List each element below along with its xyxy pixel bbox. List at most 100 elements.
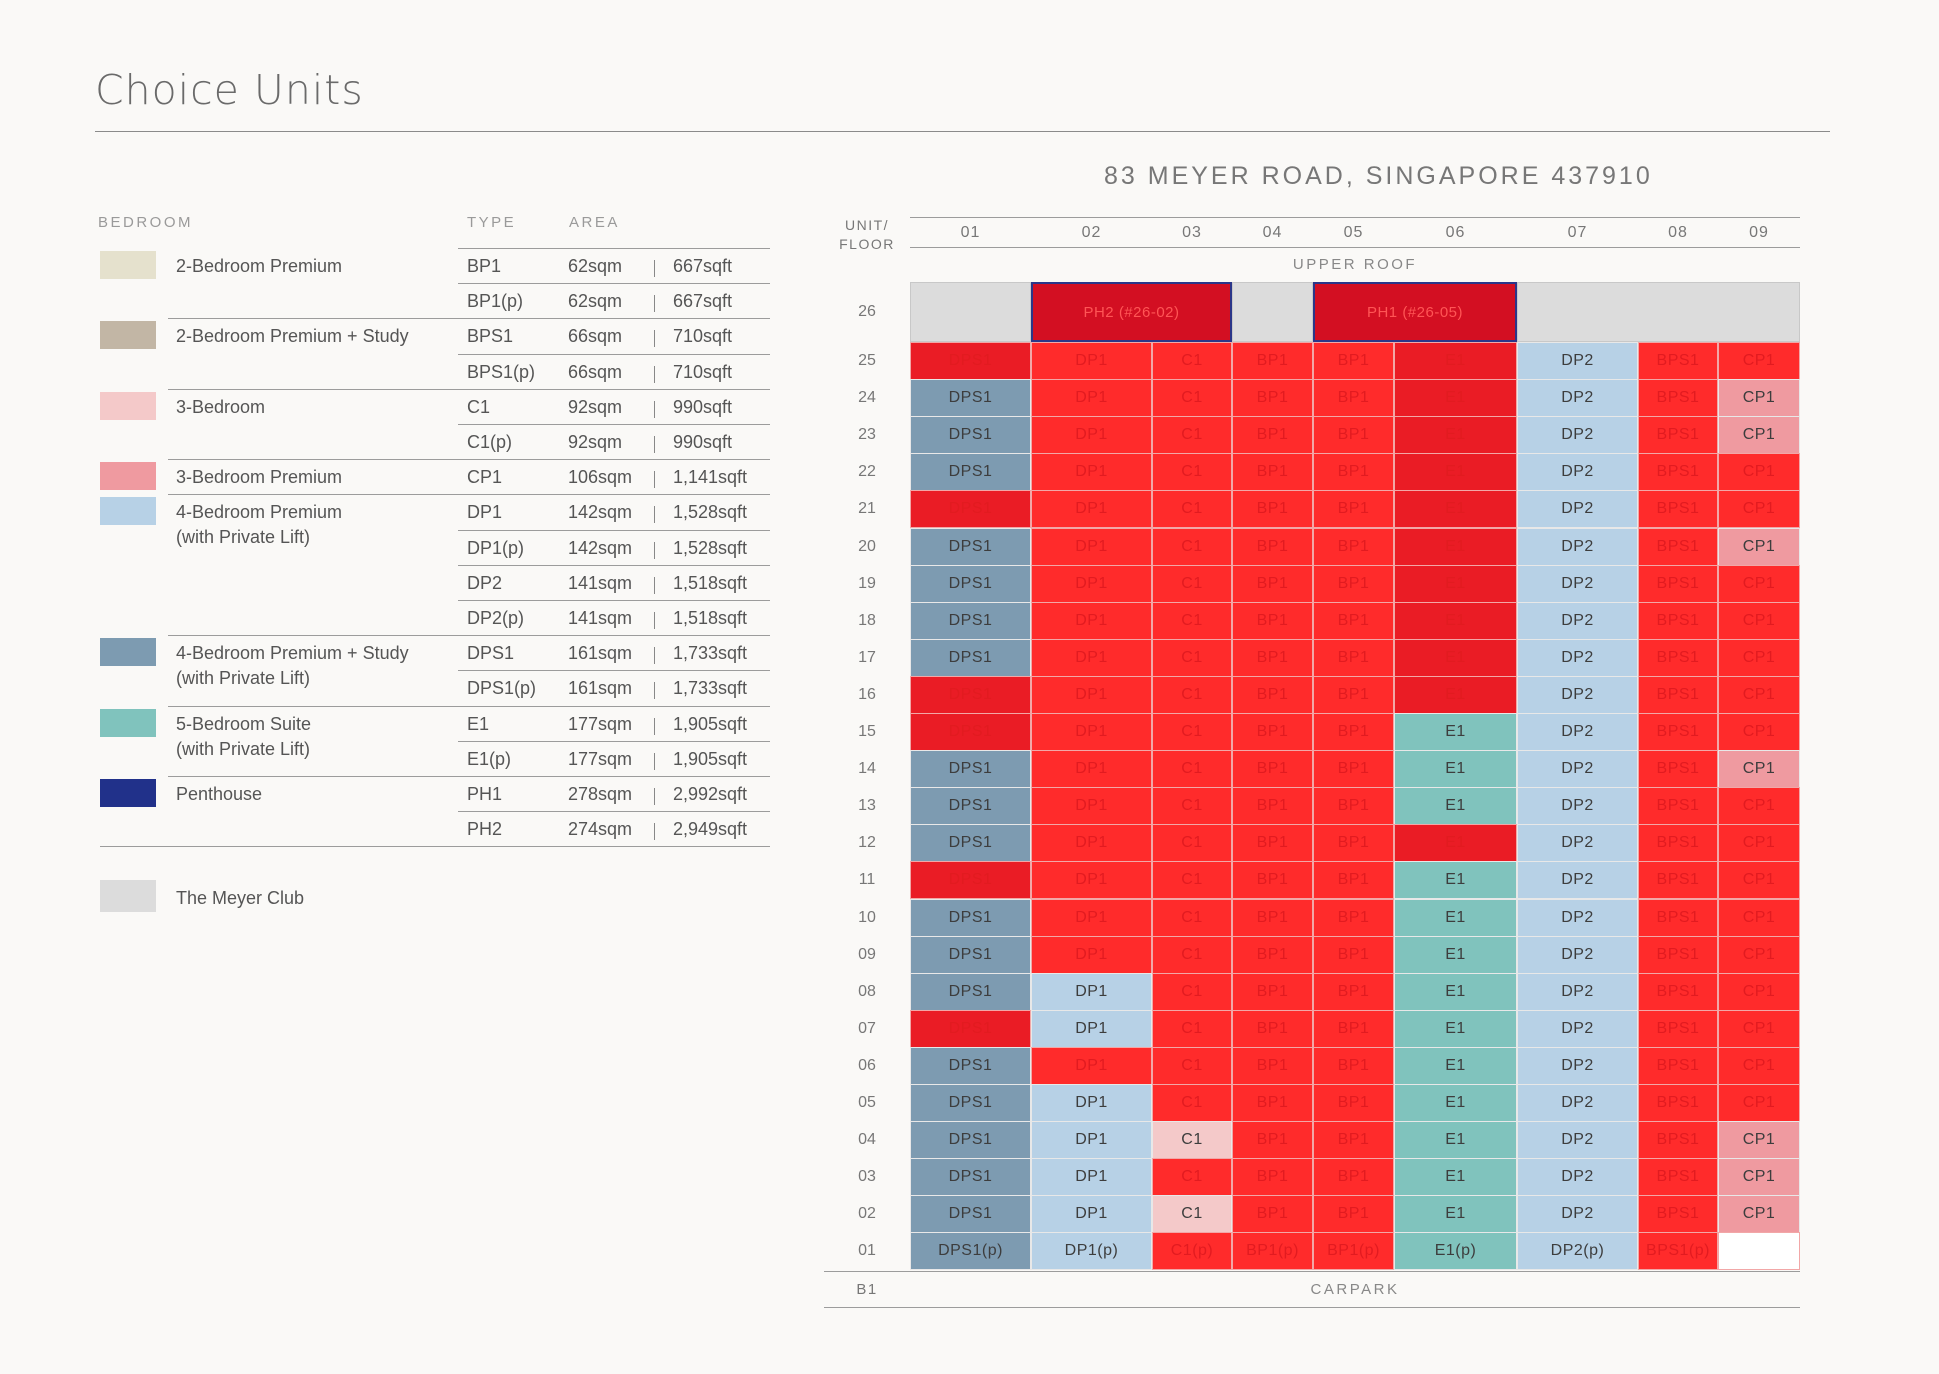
unit-cell[interactable]: BP1 — [1313, 564, 1394, 603]
unit-cell[interactable]: DPS1 — [910, 787, 1031, 826]
unit-cell[interactable]: DPS1(p) — [910, 1232, 1031, 1271]
unit-cell[interactable]: C1 — [1152, 898, 1232, 937]
unit-cell[interactable]: DP1 — [1031, 564, 1152, 603]
unit-cell[interactable]: C1 — [1152, 1009, 1232, 1048]
unit-cell[interactable]: BP1 — [1232, 1084, 1313, 1123]
unit-cell[interactable]: DP1 — [1031, 898, 1152, 937]
unit-cell[interactable]: E1 — [1394, 342, 1517, 381]
unit-cell[interactable]: DPS1 — [910, 1158, 1031, 1197]
unit-cell[interactable]: BP1 — [1313, 416, 1394, 455]
unit-cell[interactable]: CP1 — [1718, 342, 1800, 381]
unit-cell[interactable]: DP2 — [1517, 1046, 1638, 1085]
unit-cell[interactable]: E1 — [1394, 601, 1517, 640]
unit-cell[interactable]: C1 — [1152, 527, 1232, 566]
unit-cell[interactable]: BP1 — [1313, 1046, 1394, 1085]
unit-cell[interactable]: CP1 — [1718, 490, 1800, 529]
unit-cell[interactable]: BPS1 — [1638, 787, 1718, 826]
unit-cell[interactable]: BP1 — [1232, 824, 1313, 863]
unit-cell[interactable]: CP1 — [1718, 564, 1800, 603]
unit-cell[interactable]: DP1 — [1031, 861, 1152, 900]
unit-cell[interactable]: CP1 — [1718, 527, 1800, 566]
unit-cell[interactable]: DPS1 — [910, 861, 1031, 900]
unit-cell[interactable]: BPS1 — [1638, 1084, 1718, 1123]
unit-cell[interactable]: DP2 — [1517, 1084, 1638, 1123]
unit-cell[interactable]: DP1 — [1031, 416, 1152, 455]
unit-cell[interactable]: DP1 — [1031, 972, 1152, 1011]
unit-cell[interactable]: BP1 — [1232, 379, 1313, 418]
unit-cell[interactable]: CP1 — [1718, 453, 1800, 492]
unit-cell[interactable]: E1 — [1394, 972, 1517, 1011]
unit-cell[interactable]: DP2 — [1517, 935, 1638, 974]
unit-cell[interactable]: BP1 — [1313, 824, 1394, 863]
unit-cell[interactable]: BP1 — [1313, 861, 1394, 900]
unit-cell[interactable]: BPS1 — [1638, 1046, 1718, 1085]
unit-cell[interactable]: BP1 — [1232, 342, 1313, 381]
unit-cell[interactable]: DPS1 — [910, 601, 1031, 640]
unit-cell[interactable]: C1 — [1152, 416, 1232, 455]
unit-cell[interactable]: BPS1 — [1638, 972, 1718, 1011]
unit-cell[interactable]: C1 — [1152, 787, 1232, 826]
unit-cell[interactable]: C1 — [1152, 675, 1232, 714]
unit-cell[interactable]: BPS1 — [1638, 1009, 1718, 1048]
unit-cell[interactable]: BP1(p) — [1313, 1232, 1394, 1271]
unit-cell[interactable]: BP1 — [1313, 453, 1394, 492]
unit-cell[interactable]: DP1 — [1031, 675, 1152, 714]
unit-cell[interactable]: DP1 — [1031, 1158, 1152, 1197]
unit-cell[interactable]: DP1 — [1031, 713, 1152, 752]
unit-cell[interactable]: BP1 — [1232, 453, 1313, 492]
unit-cell[interactable]: DP1 — [1031, 601, 1152, 640]
unit-cell[interactable]: DPS1 — [910, 564, 1031, 603]
unit-cell[interactable]: CP1 — [1718, 675, 1800, 714]
unit-cell[interactable]: BP1 — [1232, 750, 1313, 789]
unit-cell[interactable]: DPS1 — [910, 416, 1031, 455]
unit-cell[interactable]: C1 — [1152, 1084, 1232, 1123]
unit-cell[interactable]: CP1 — [1718, 638, 1800, 677]
unit-cell[interactable]: BP1 — [1313, 898, 1394, 937]
unit-cell[interactable]: BP1 — [1313, 490, 1394, 529]
unit-cell[interactable]: DP1(p) — [1031, 1232, 1152, 1271]
unit-cell[interactable]: BP1 — [1313, 1158, 1394, 1197]
unit-cell[interactable]: BPS1 — [1638, 601, 1718, 640]
unit-cell[interactable]: E1 — [1394, 1009, 1517, 1048]
unit-cell[interactable]: E1 — [1394, 453, 1517, 492]
unit-cell[interactable]: BP1 — [1313, 675, 1394, 714]
unit-cell[interactable]: BPS1(p) — [1638, 1232, 1718, 1271]
unit-cell[interactable]: CP1 — [1718, 1009, 1800, 1048]
unit-cell[interactable]: E1(p) — [1394, 1232, 1517, 1271]
unit-cell[interactable]: E1 — [1394, 750, 1517, 789]
unit-cell[interactable]: BP1 — [1313, 527, 1394, 566]
unit-cell[interactable]: BP1 — [1313, 972, 1394, 1011]
unit-cell[interactable]: DPS1 — [910, 1046, 1031, 1085]
unit-cell[interactable]: BP1 — [1313, 750, 1394, 789]
unit-cell[interactable]: E1 — [1394, 935, 1517, 974]
unit-cell[interactable]: DP1 — [1031, 490, 1152, 529]
unit-cell[interactable]: CP1 — [1718, 1084, 1800, 1123]
unit-cell[interactable]: DPS1 — [910, 342, 1031, 381]
unit-cell[interactable]: BP1 — [1232, 787, 1313, 826]
unit-cell[interactable]: C1 — [1152, 1195, 1232, 1234]
unit-cell[interactable]: BPS1 — [1638, 861, 1718, 900]
unit-cell[interactable]: E1 — [1394, 1195, 1517, 1234]
unit-cell[interactable]: DP2 — [1517, 564, 1638, 603]
unit-cell[interactable]: DPS1 — [910, 1009, 1031, 1048]
unit-cell[interactable]: DPS1 — [910, 935, 1031, 974]
unit-cell[interactable]: DP2 — [1517, 750, 1638, 789]
unit-cell[interactable]: C1 — [1152, 713, 1232, 752]
unit-cell[interactable]: CP1 — [1718, 861, 1800, 900]
unit-cell[interactable]: E1 — [1394, 1158, 1517, 1197]
unit-cell[interactable]: BP1 — [1313, 935, 1394, 974]
unit-cell[interactable]: C1 — [1152, 1158, 1232, 1197]
unit-cell[interactable]: C1 — [1152, 935, 1232, 974]
unit-cell[interactable]: DP2 — [1517, 342, 1638, 381]
unit-cell[interactable]: C1 — [1152, 342, 1232, 381]
unit-cell[interactable]: BP1 — [1232, 1158, 1313, 1197]
unit-cell[interactable]: DP2 — [1517, 638, 1638, 677]
unit-cell[interactable]: BPS1 — [1638, 935, 1718, 974]
unit-cell[interactable]: C1 — [1152, 490, 1232, 529]
unit-cell[interactable]: BP1 — [1313, 1195, 1394, 1234]
penthouse-unit[interactable]: PH1 (#26-05) — [1313, 282, 1517, 342]
unit-cell[interactable]: DP2 — [1517, 713, 1638, 752]
unit-cell[interactable]: DP1 — [1031, 1046, 1152, 1085]
unit-cell[interactable]: E1 — [1394, 824, 1517, 863]
unit-cell[interactable]: DP1 — [1031, 1195, 1152, 1234]
